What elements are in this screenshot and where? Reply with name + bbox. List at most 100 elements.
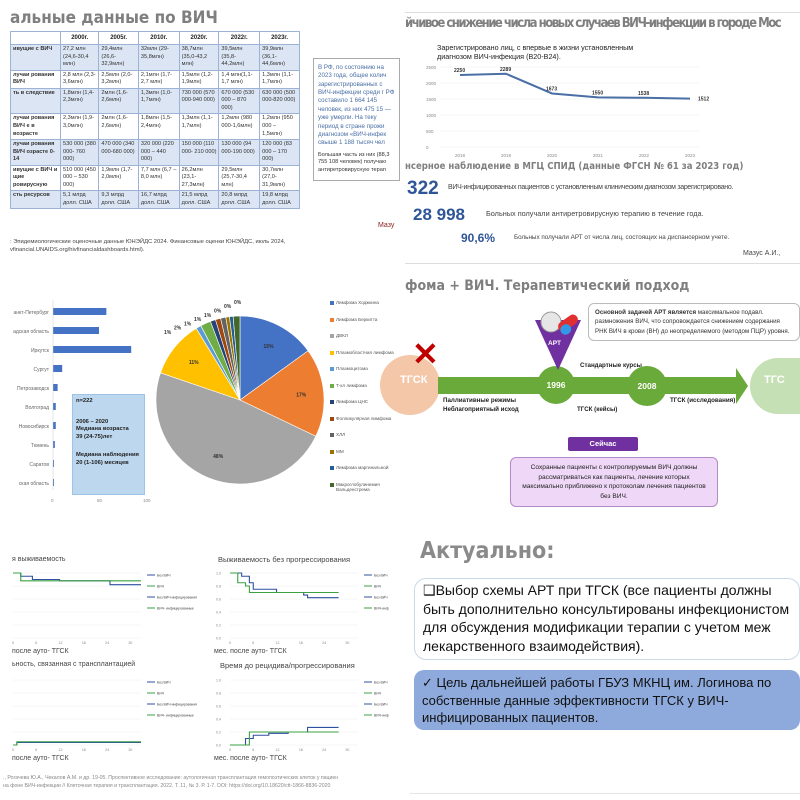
stat-text: Больных получали АРТ от числа лиц, состо… bbox=[514, 234, 730, 241]
row-header: ть в следствие bbox=[10, 87, 61, 115]
row-header: лучаи рования ВИЧ bbox=[10, 69, 61, 89]
hiv-data-table: 2000г. 2005г. 2010г. 2020г. 2022г. 2023г. иву… bbox=[10, 30, 300, 210]
km-curve bbox=[230, 731, 339, 746]
legend-label: Без ВИЧ bbox=[374, 703, 388, 707]
bar-category-label: Тюмень bbox=[31, 443, 50, 449]
table-cell: 670 000 (530 000 – 870 000) bbox=[218, 87, 261, 115]
standard-courses-label: Стандартные курсы bbox=[580, 362, 642, 369]
table-row: ивущие с ВИЧ 27,2 млн (24,6-30,4 млн) 29,4… bbox=[10, 44, 300, 71]
legend-label: Плазмоцитома bbox=[336, 366, 368, 371]
legend-label: ВИЧ-инф bbox=[374, 607, 389, 611]
table-cell: 1,9млн (1,7-2,0млн) bbox=[98, 164, 139, 192]
km-xlabel: мес. после ауто- ТГСК bbox=[214, 755, 287, 762]
stat-text: Больных получали антиретровирусную терап… bbox=[486, 209, 704, 218]
y-tick-label: 1.0 bbox=[216, 572, 221, 576]
slice-label: 48% bbox=[213, 454, 224, 460]
pie-slice bbox=[232, 315, 241, 401]
legend-swatch bbox=[330, 383, 334, 388]
bar-category-label: ская область bbox=[19, 481, 50, 487]
legend-label: Без ВИЧ bbox=[157, 574, 171, 578]
arrow-head bbox=[736, 368, 748, 404]
legend-label: Фолликулярная лимфома bbox=[336, 415, 392, 421]
table-cell: 32млн (29-35,8млн) bbox=[137, 44, 180, 71]
legend-label: ВИЧ- инфицированные bbox=[157, 714, 194, 718]
table-cell: 130 000 (94 000-190 000) bbox=[218, 139, 261, 166]
legend-label: Без ВИЧ bbox=[374, 596, 388, 600]
table-cell: 2,1млн (1,7-2,7 млн) bbox=[137, 69, 180, 89]
bar-category-label: анкт-Петербург bbox=[13, 310, 49, 316]
table-cell: 1,3млн (1,1-1,7млн) bbox=[259, 69, 300, 89]
legend-swatch bbox=[330, 350, 334, 355]
km-curve bbox=[230, 572, 339, 594]
legend-item: Т-кл лимфома bbox=[330, 383, 400, 400]
y-tick-label: 0.0 bbox=[216, 637, 221, 641]
bar bbox=[53, 479, 54, 486]
y-tick-label: 0.2 bbox=[216, 731, 221, 735]
legend-item: Плазмоцитома bbox=[330, 366, 400, 383]
table-cell: 39,9млн (36,1-44,6млн) bbox=[259, 44, 300, 71]
x-tick-label: 12 bbox=[276, 748, 280, 752]
table-cell: 39,5млн (35,8-44,2млн) bbox=[218, 44, 261, 71]
table-cell: 1,8млн (1,4-2,3млн) bbox=[59, 87, 100, 115]
legend-label: Без ВИЧ bbox=[374, 574, 388, 578]
slice-label: 1% bbox=[204, 313, 212, 319]
checkbox-bullet-icon: ❑ bbox=[423, 582, 436, 598]
x-tick-label: 0 bbox=[51, 498, 54, 503]
legend-label: ВИЧ-инф bbox=[374, 714, 389, 718]
x-tick-label: 0 bbox=[229, 748, 231, 752]
info-text-2: Большая часть из них (88,3 755 108 челов… bbox=[318, 151, 390, 174]
bar-category-label: Петрозаводск bbox=[17, 386, 50, 392]
divider bbox=[405, 12, 800, 13]
goal-box: ✓ Цель дальнейшей работы ГБУЗ МКНЦ им. Л… bbox=[414, 670, 800, 731]
column-header: 2000г. bbox=[59, 30, 100, 46]
cases-label: ТГСК (кейсы) bbox=[577, 406, 618, 413]
slide-title: йчивое снижение числа новых случаев ВИЧ-… bbox=[405, 16, 782, 31]
outcome-label: Неблагоприятный исход bbox=[443, 406, 519, 413]
table-cell: 2,3млн (1,9-3,0млн) bbox=[59, 113, 100, 141]
x-tick-label: 0 bbox=[12, 641, 14, 645]
data-label: 1673 bbox=[546, 86, 557, 92]
table-cell: 7,7 млн (6,7 – 8,0 млн) bbox=[137, 164, 180, 192]
table-row: ивущие с ВИЧ и щие ровирусную 510 000 (45… bbox=[10, 164, 300, 192]
cohort-info-box: n=222 2006 – 2020 Медиана возраста 39 (2… bbox=[72, 394, 145, 495]
legend-swatch bbox=[330, 466, 334, 470]
stat-value: 90,6% bbox=[461, 231, 496, 245]
slice-label: 1% bbox=[194, 317, 202, 323]
legend-label: ВИЧ bbox=[374, 692, 381, 696]
follow-value: 20 (1-106) месяцев bbox=[76, 459, 129, 466]
y-tick-label: 0.2 bbox=[216, 624, 221, 628]
year-node-2008: 2008 bbox=[627, 366, 667, 406]
x-tick-label: 18 bbox=[82, 748, 86, 752]
legend-label: ВИЧ bbox=[157, 692, 164, 696]
x-tick-label: 6 bbox=[252, 641, 254, 645]
y-tick-label: 0.8 bbox=[216, 585, 221, 589]
x-tick-label: 2022 bbox=[639, 153, 650, 158]
y-tick-label: 0.8 bbox=[216, 692, 221, 696]
follow-label: Медиана наблюдения bbox=[76, 452, 139, 459]
y-tick-label: 1500 bbox=[426, 97, 437, 102]
art-goal-bold: Основной задачей АРТ является bbox=[595, 309, 697, 316]
table-cell: 30,7млн (27,0-31,9млн) bbox=[259, 164, 300, 192]
legend-label: ВИЧ bbox=[374, 585, 381, 589]
table-cell: 9,3 млрд долл. США bbox=[98, 190, 139, 210]
table-cell: 510 000 (450 000 – 530 000) bbox=[59, 164, 100, 192]
x-tick-label: 12 bbox=[59, 748, 63, 752]
y-tick-label: 0.6 bbox=[216, 705, 221, 709]
stat-text: ВИЧ-инфицированных пациентов с установле… bbox=[448, 184, 734, 191]
km-curve bbox=[230, 572, 339, 599]
table-cell: 20,8 млрд долл. США bbox=[218, 190, 261, 210]
bar bbox=[53, 346, 132, 353]
row-header: сть ресурсов bbox=[10, 190, 61, 210]
table-cell: 26,2млн (23,1-27,3млн) bbox=[178, 164, 220, 192]
pie-slice bbox=[239, 315, 309, 401]
bar-category-label: адская область bbox=[13, 329, 49, 335]
tgsk-left-node bbox=[380, 355, 440, 415]
legend-item: Фолликулярная лимфома bbox=[330, 416, 400, 433]
legend-swatch bbox=[330, 433, 334, 437]
table-cell: 16,7 млрд долл. США bbox=[137, 190, 180, 210]
y-tick-label: 2500 bbox=[426, 65, 437, 70]
legend-swatch bbox=[330, 482, 334, 487]
table-header-row: 2000г. 2005г. 2010г. 2020г. 2022г. 2023г. bbox=[10, 30, 300, 46]
column-header: 2023г. bbox=[259, 30, 300, 46]
slice-label: 0% bbox=[234, 300, 242, 306]
